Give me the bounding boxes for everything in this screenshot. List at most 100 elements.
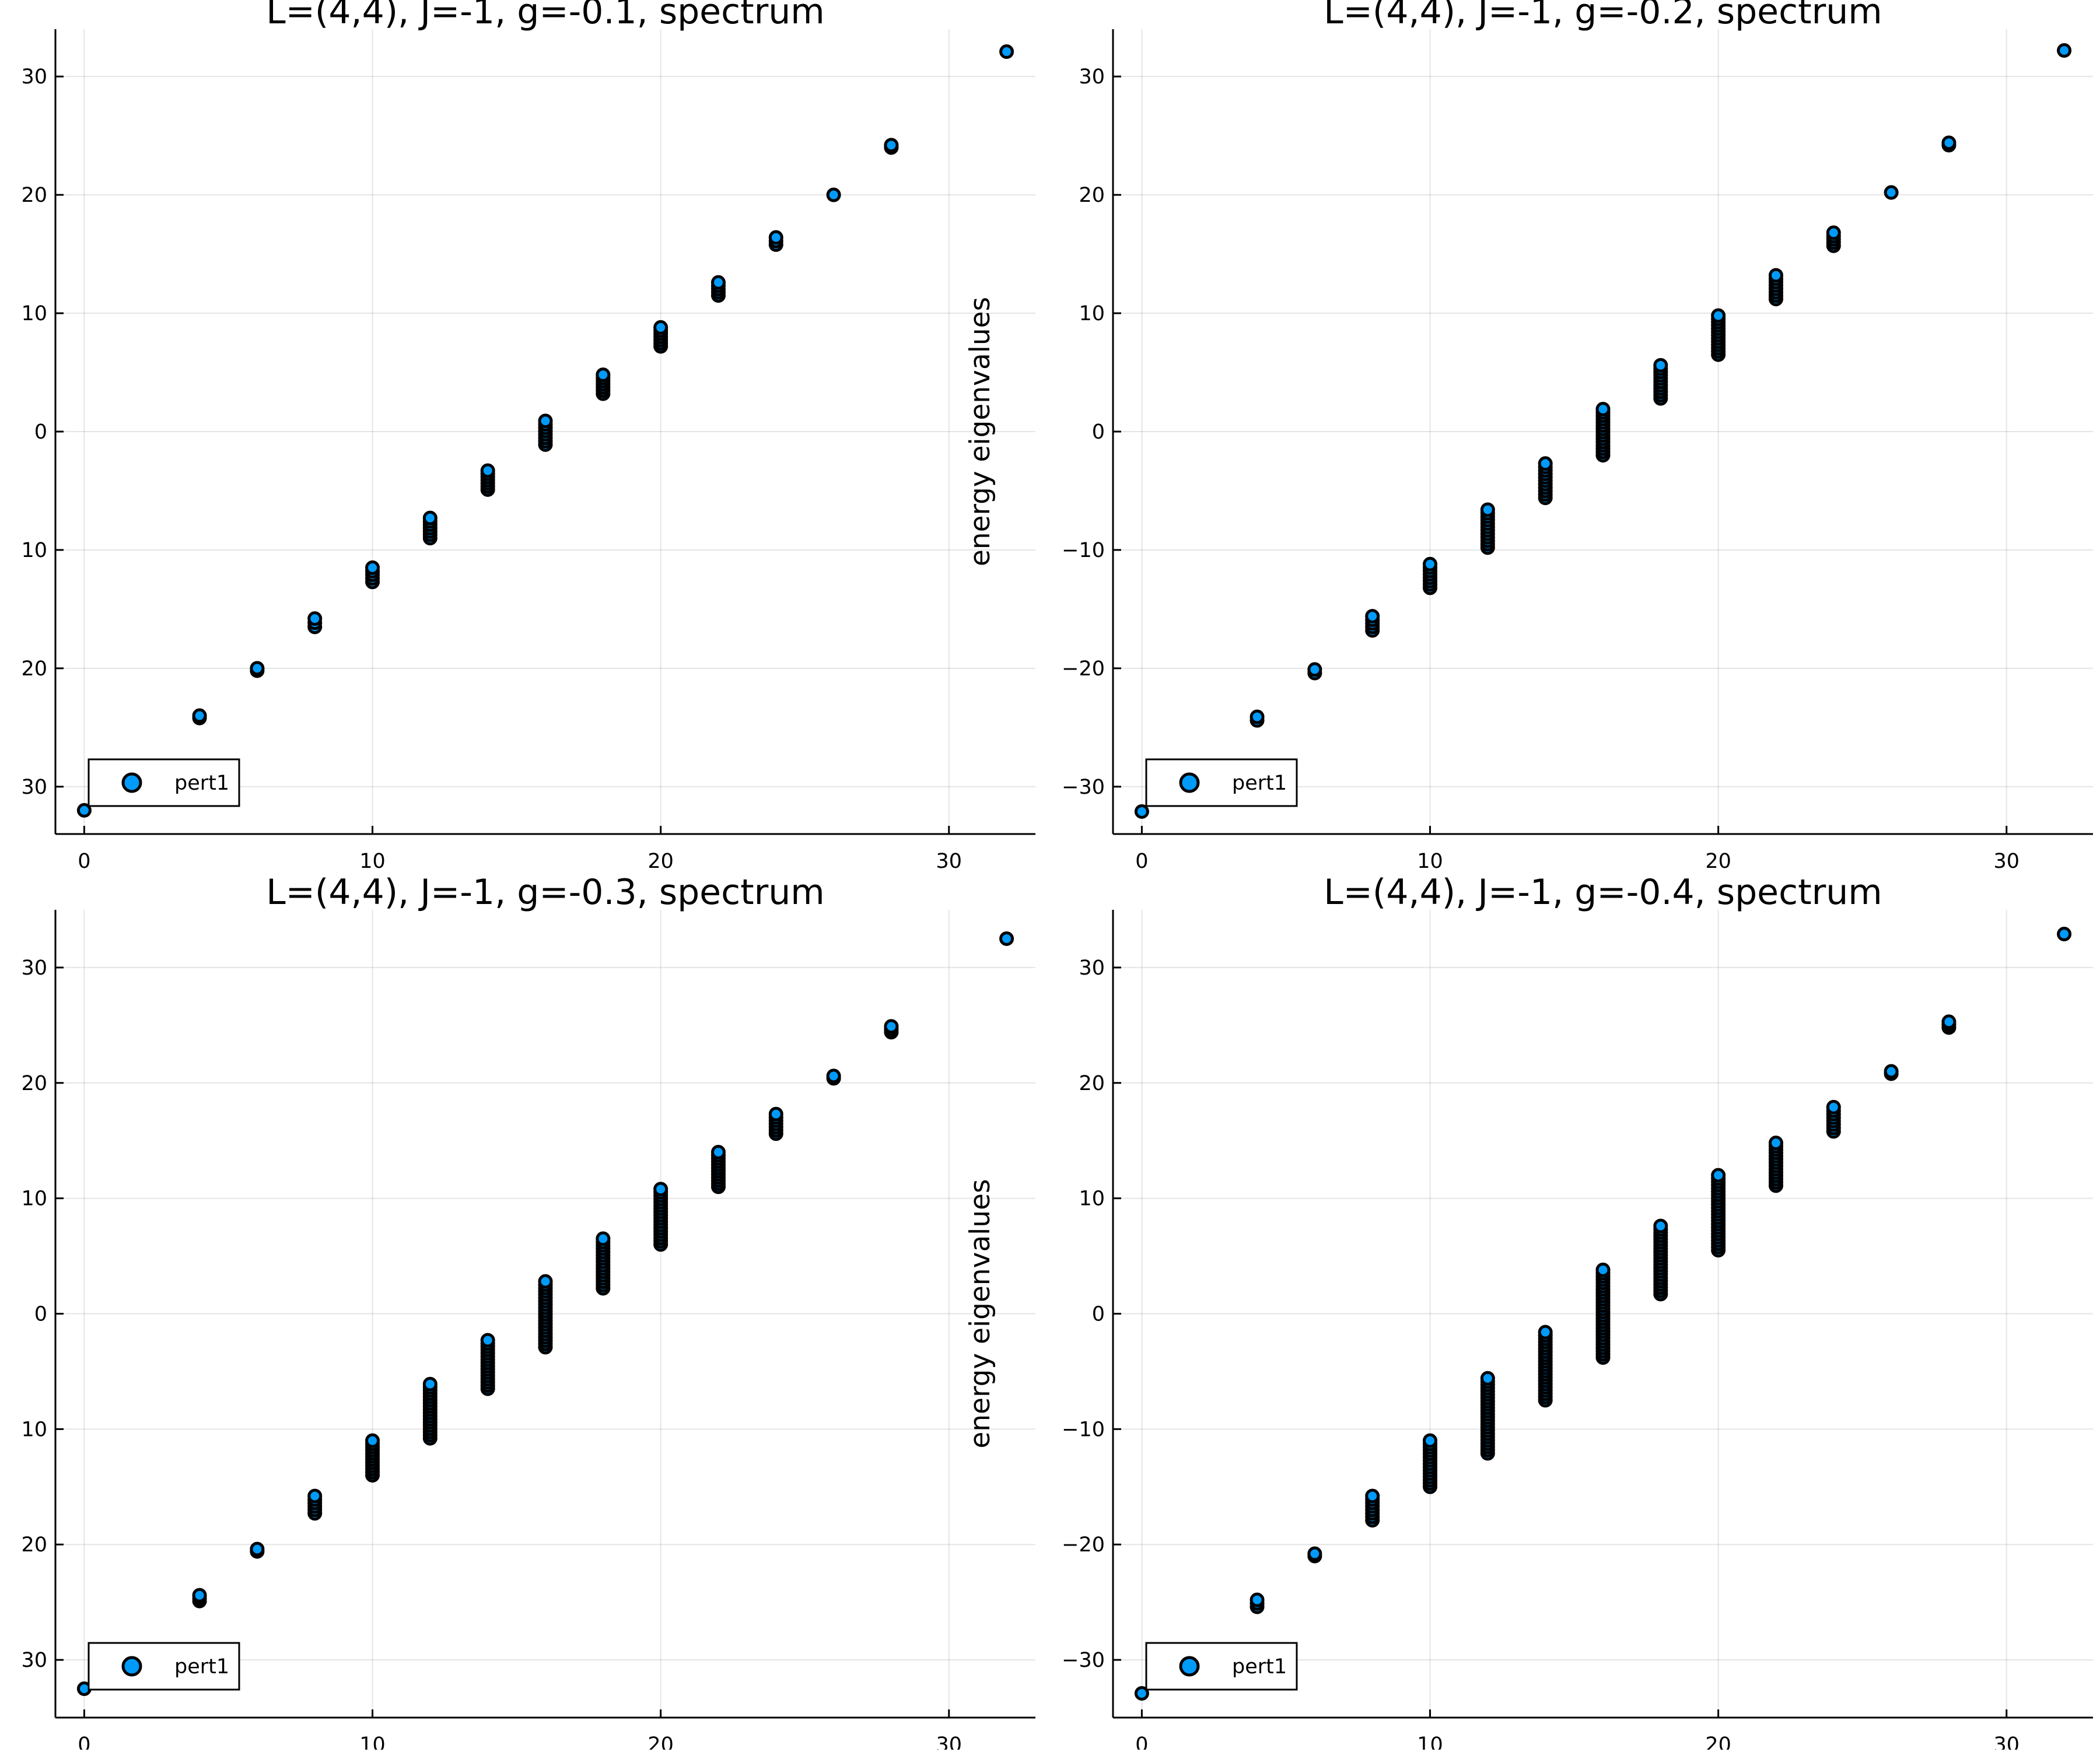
y-tick-label: 30	[21, 776, 47, 799]
x-tick-label: 0	[78, 1733, 90, 1750]
y-tick-label: 10	[21, 1418, 47, 1441]
data-point	[1768, 268, 1783, 283]
data-point	[365, 560, 380, 575]
data-point	[1653, 358, 1668, 373]
y-tick-label: 30	[21, 956, 47, 980]
y-tick-label: 10	[1079, 1187, 1105, 1211]
x-tick-label: 0	[1135, 1733, 1148, 1750]
y-axis-label: energy eigenvalues	[964, 297, 996, 566]
y-tick-label: 0	[34, 421, 47, 444]
y-tick-label: 20	[21, 184, 47, 207]
data-point	[538, 414, 553, 429]
data-point	[710, 275, 726, 290]
y-tick-label: −30	[1062, 1649, 1105, 1672]
data-point	[884, 1019, 899, 1034]
legend-label: pert1	[174, 772, 229, 795]
y-tick-label: 30	[21, 1649, 47, 1672]
data-point	[422, 1376, 438, 1392]
data-point	[1711, 308, 1726, 323]
y-tick-label: −10	[1062, 539, 1105, 562]
legend-marker	[121, 1656, 142, 1677]
legend-marker	[121, 772, 142, 793]
x-tick-label: 0	[1135, 850, 1148, 873]
x-tick-label: 10	[1417, 850, 1443, 873]
y-tick-label: 20	[1079, 1072, 1105, 1095]
x-tick-label: 20	[648, 850, 674, 873]
data-point	[1365, 609, 1380, 624]
chart-panel-2: 0 10 20 30 −30 −20 −10 0 10 20 30 L=(4,4), J=-1, g=…	[964, 0, 2093, 873]
data-point	[1595, 401, 1611, 416]
data-point	[1538, 1324, 1553, 1340]
x-tick-label: 20	[1705, 1733, 1731, 1750]
data-point	[710, 1145, 726, 1159]
legend-marker	[1179, 1656, 1200, 1677]
y-tick-label: 0	[34, 1303, 47, 1326]
y-tick-label: 30	[21, 65, 47, 89]
data-point	[1884, 185, 1899, 200]
data-point	[1768, 1136, 1783, 1151]
data-point	[826, 187, 841, 202]
data-point	[884, 138, 899, 153]
chart-title: L=(4,4), J=-1, g=-0.3, spectrum	[266, 872, 825, 913]
data-point	[192, 708, 207, 723]
data-point	[1134, 1686, 1149, 1701]
data-point	[826, 1068, 841, 1084]
data-point	[307, 611, 323, 626]
data-point	[1250, 709, 1265, 724]
data-point	[250, 661, 265, 676]
data-point	[1365, 1488, 1380, 1504]
data-point	[768, 1106, 783, 1122]
data-point	[999, 931, 1014, 946]
x-tick-label: 0	[78, 850, 90, 873]
data-point	[1653, 1218, 1668, 1234]
x-tick-label: 30	[936, 1733, 962, 1750]
chart-title: L=(4,4), J=-1, g=-0.1, spectrum	[266, 0, 825, 32]
chart-title: L=(4,4), J=-1, g=-0.2, spectrum	[1324, 0, 1882, 32]
data-point	[1826, 1099, 1841, 1115]
y-tick-label: −10	[1062, 1418, 1105, 1441]
data-point	[365, 1433, 380, 1448]
y-tick-label: 30	[1079, 65, 1105, 89]
chart-panel-4: 0 10 20 30 −30 −20 −10 0 10 20 30 L=(4,4), J=-1, g=…	[964, 872, 2093, 1752]
data-point	[250, 1541, 265, 1557]
data-point	[1423, 556, 1438, 572]
data-point	[1884, 1064, 1899, 1079]
x-tick-label: 30	[936, 850, 962, 873]
y-tick-label: 20	[21, 1533, 47, 1557]
data-point	[1250, 1592, 1265, 1607]
y-tick-label: 10	[21, 539, 47, 562]
y-tick-label: 0	[1092, 421, 1105, 444]
data-point	[1595, 1262, 1611, 1277]
x-tick-label: 30	[1993, 1733, 2020, 1750]
data-point	[76, 803, 92, 818]
data-point	[596, 367, 611, 383]
data-point	[1941, 1014, 1957, 1029]
data-point	[1134, 804, 1149, 819]
data-point	[1307, 662, 1322, 677]
legend-label: pert1	[1232, 1655, 1287, 1679]
y-tick-label: 0	[1092, 1303, 1105, 1326]
data-point	[768, 230, 783, 245]
data-point	[480, 1333, 495, 1348]
y-tick-label: −30	[1062, 776, 1105, 799]
chart-panel-1: 0 10 20 30 30 20 10 0 10 20 30 L=(4,4), J=-1, g=-0.…	[21, 0, 1035, 873]
y-tick-label: 10	[1079, 302, 1105, 325]
data-point	[1307, 1546, 1322, 1561]
x-tick-label: 20	[1705, 850, 1731, 873]
x-tick-label: 10	[359, 1733, 386, 1750]
y-tick-label: 20	[21, 1072, 47, 1095]
data-point	[1480, 502, 1495, 517]
data-point	[1423, 1433, 1438, 1448]
data-point	[596, 1231, 611, 1246]
y-tick-label: −20	[1062, 657, 1105, 681]
y-tick-label: −20	[1062, 1533, 1105, 1557]
data-point	[1711, 1168, 1726, 1183]
legend-label: pert1	[1232, 772, 1287, 795]
data-point	[653, 320, 668, 335]
x-tick-label: 20	[648, 1733, 674, 1750]
x-tick-label: 10	[359, 850, 386, 873]
x-tick-label: 30	[1993, 850, 2020, 873]
chart-panel-3: 0 10 20 30 30 20 10 0 10 20 30 L=(4,4), J=-1, g=-0.…	[21, 872, 1035, 1752]
data-point	[422, 510, 438, 525]
